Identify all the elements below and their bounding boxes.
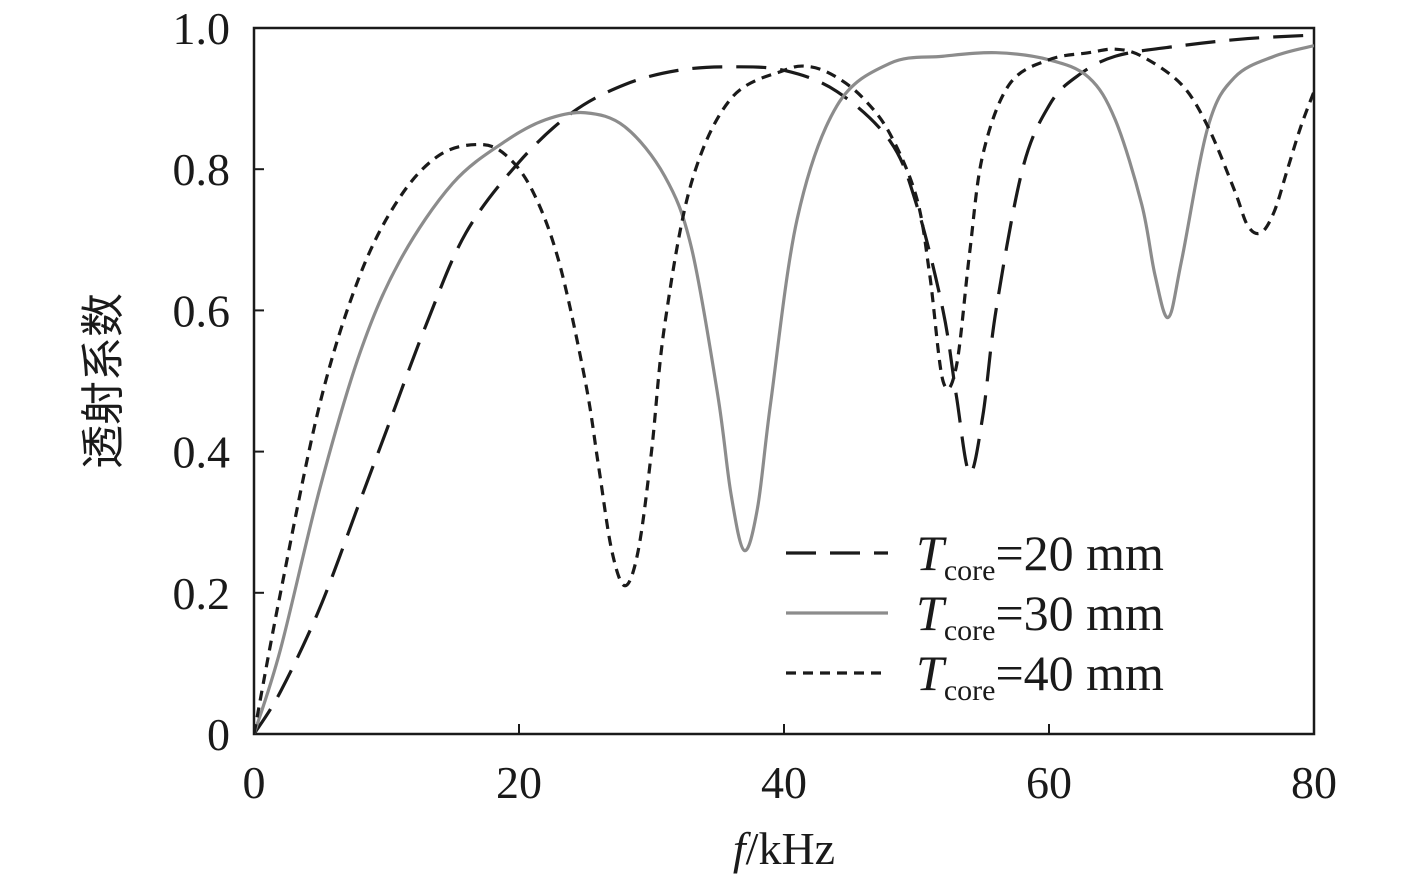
y-tick-label: 0.2: [173, 568, 231, 619]
x-tick-label: 20: [496, 757, 542, 808]
y-tick-label: 0: [207, 709, 230, 760]
x-tick-label: 0: [243, 757, 266, 808]
x-axis-label-unit: /kHz: [746, 823, 835, 874]
legend-value: =30 mm: [995, 585, 1164, 641]
legend-value: =20 mm: [995, 525, 1164, 581]
legend-label: Tcore=20 mm: [916, 525, 1164, 587]
series-line-tcore-30: [254, 44, 1314, 734]
legend-label: Tcore=40 mm: [916, 645, 1164, 707]
y-axis-label: 透射系数: [78, 293, 129, 469]
legend-symbol: T: [916, 525, 947, 581]
series-line-tcore-40: [254, 47, 1314, 734]
x-tick-label: 60: [1026, 757, 1072, 808]
x-tick-label: 80: [1291, 757, 1337, 808]
series-layer: [254, 33, 1314, 734]
axis-ticks: 0 20 40 60 80 0 0.2 0.4 0.6 0.8 1.0: [173, 3, 1338, 808]
legend-subscript: core: [944, 614, 996, 647]
legend-subscript: core: [944, 554, 996, 587]
y-tick-label: 0.6: [173, 285, 231, 336]
y-tick-label: 1.0: [173, 3, 231, 54]
x-tick-label: 40: [761, 757, 807, 808]
legend-value: =40 mm: [995, 645, 1164, 701]
series-line-tcore-20: [254, 33, 1314, 734]
legend-symbol: T: [916, 645, 947, 701]
legend-label: Tcore=30 mm: [916, 585, 1164, 647]
y-tick-label: 0.8: [173, 144, 231, 195]
legend-subscript: core: [944, 674, 996, 707]
x-axis-label: f/kHz: [733, 823, 835, 874]
y-tick-label: 0.4: [173, 427, 231, 478]
legend-symbol: T: [916, 585, 947, 641]
